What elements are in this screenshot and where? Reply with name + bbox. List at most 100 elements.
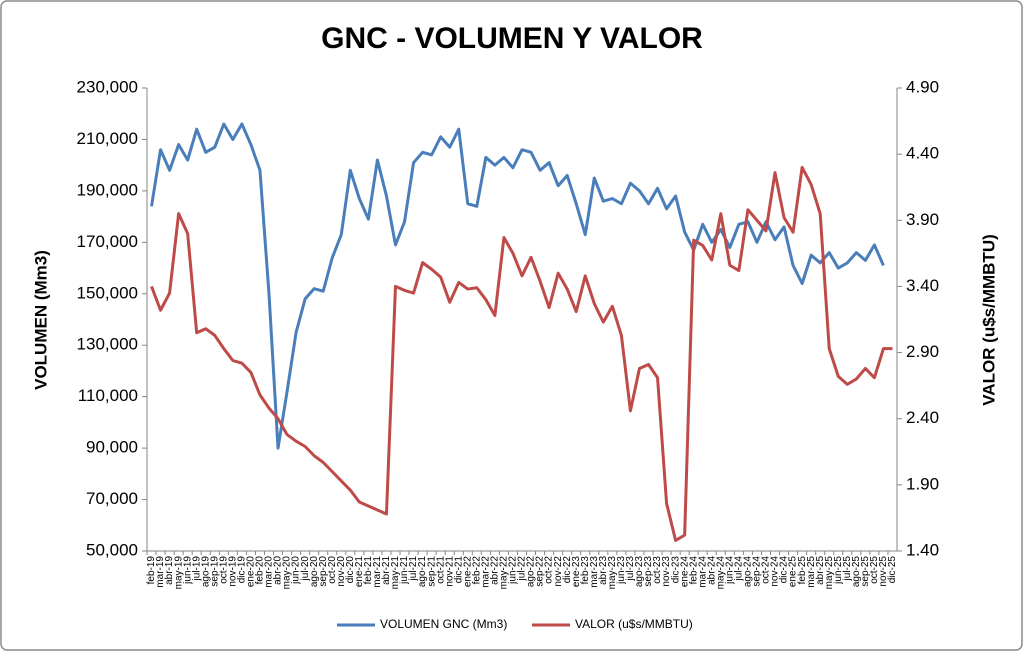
x-tick-label: ago-19 (200, 556, 211, 588)
x-tick-label: feb-25 (797, 556, 808, 585)
x-tick-label: oct-23 (652, 556, 663, 584)
y2-tick-label: 3.90 (906, 210, 939, 229)
x-tick-label: dic-19 (237, 556, 248, 584)
x-tick-label: jun-24 (724, 556, 735, 585)
x-tick-label: nov-22 (553, 556, 564, 587)
x-tick-label: jul-22 (517, 556, 528, 582)
x-tick-label: ene-21 (354, 556, 365, 588)
x-tick-label: feb-24 (688, 556, 699, 585)
x-tick-label: abr-21 (381, 556, 392, 585)
x-tick-label: may-22 (499, 556, 510, 590)
x-tick-label: may-25 (824, 556, 835, 590)
x-tick-label: nov-21 (444, 556, 455, 587)
x-tick-label: abr-25 (815, 556, 826, 585)
x-tick-label: oct-20 (327, 556, 338, 584)
x-tick-label: feb-20 (255, 556, 266, 585)
x-tick-label: jun-25 (833, 556, 844, 585)
y2-tick-label: 1.40 (906, 540, 939, 559)
x-tick-label: jun-22 (508, 556, 519, 585)
x-tick-label: nov-19 (227, 556, 238, 587)
y-axis-title: VOLUMEN (Mm3) (31, 250, 50, 390)
x-tick-label: dic-20 (345, 556, 356, 584)
x-tick-label: mar-21 (372, 556, 383, 588)
x-tick-label: dic-23 (670, 556, 681, 584)
x-tick-label: ene-25 (788, 556, 799, 588)
x-tick-label: may-21 (390, 556, 401, 590)
x-tick-label: sep-23 (643, 556, 654, 587)
x-tick-label: mar-22 (480, 556, 491, 588)
x-tick-label: may-23 (607, 556, 618, 590)
y-tick-label: 210,000 (77, 129, 138, 148)
x-tick-label: oct-19 (218, 556, 229, 584)
y-tick-label: 190,000 (77, 180, 138, 199)
x-tick-label: sep-20 (318, 556, 329, 587)
y-tick-label: 170,000 (77, 232, 138, 251)
legend-label: VALOR (u$s/MMBTU) (575, 617, 693, 631)
x-tick-label: mar-24 (697, 556, 708, 588)
chart-title: GNC - VOLUMEN Y VALOR (321, 22, 703, 55)
x-tick-label: mar-25 (806, 556, 817, 588)
y-tick-label: 70,000 (86, 489, 138, 508)
x-tick-label: jul-20 (300, 556, 311, 582)
x-tick-label: ago-24 (743, 556, 754, 588)
x-tick-label: jul-19 (191, 556, 202, 582)
x-tick-label: oct-21 (435, 556, 446, 584)
x-tick-label: ago-21 (417, 556, 428, 588)
x-tick-label: ene-24 (679, 556, 690, 588)
y-tick-label: 110,000 (78, 386, 138, 405)
x-tick-label: jul-25 (842, 556, 853, 582)
y2-tick-label: 1.90 (906, 474, 939, 493)
x-tick-label: mar-19 (155, 556, 166, 588)
x-tick-label: dic-25 (887, 556, 898, 584)
x-tick-label: sep-19 (209, 556, 220, 587)
x-tick-label: abr-19 (164, 556, 175, 585)
x-tick-label: may-19 (173, 556, 184, 590)
x-tick-label: feb-22 (471, 556, 482, 585)
series-line (150, 165, 893, 542)
y-tick-label: 130,000 (77, 335, 138, 354)
y-tick-label: 90,000 (86, 438, 138, 457)
x-tick-label: oct-24 (761, 556, 772, 584)
x-tick-label: abr-24 (706, 556, 717, 585)
x-tick-label: ago-22 (526, 556, 537, 588)
y-tick-label: 150,000 (77, 283, 138, 302)
x-tick-label: nov-25 (878, 556, 889, 587)
y2-tick-label: 2.40 (906, 408, 939, 427)
x-tick-label: mar-20 (264, 556, 275, 588)
x-tick-label: may-24 (715, 556, 726, 590)
x-tick-label: may-20 (282, 556, 293, 590)
x-tick-label: jun-23 (616, 556, 627, 585)
x-tick-label: mar-23 (589, 556, 600, 588)
x-tick-label: ago-20 (309, 556, 320, 588)
x-tick-label: sep-24 (752, 556, 763, 587)
x-tick-label: jul-24 (734, 556, 745, 582)
x-tick-label: ene-23 (571, 556, 582, 588)
y-tick-label: 230,000 (77, 77, 138, 96)
x-tick-label: sep-25 (860, 556, 871, 587)
x-tick-label: jul-21 (408, 556, 419, 582)
x-tick-label: oct-25 (869, 556, 880, 584)
y-tick-label: 50,000 (86, 540, 138, 559)
x-tick-label: jul-23 (625, 556, 636, 582)
x-tick-label: abr-20 (273, 556, 284, 585)
x-tick-label: nov-24 (770, 556, 781, 587)
x-tick-label: jun-20 (291, 556, 302, 585)
legend-label: VOLUMEN GNC (Mm3) (380, 617, 507, 631)
y2-tick-label: 3.40 (906, 276, 939, 295)
x-tick-label: dic-24 (779, 556, 790, 584)
x-tick-label: oct-22 (544, 556, 555, 584)
x-tick-label: ene-22 (462, 556, 473, 588)
x-tick-label: ene-20 (246, 556, 257, 588)
x-tick-label: ago-23 (634, 556, 645, 588)
y2-axis-title: VALOR (u$s/MMBTU) (979, 234, 998, 406)
x-tick-label: jun-21 (399, 556, 410, 585)
x-tick-label: dic-21 (453, 556, 464, 584)
y2-tick-label: 4.40 (906, 144, 939, 163)
x-tick-label: sep-21 (426, 556, 437, 587)
x-tick-label: feb-23 (580, 556, 591, 585)
x-tick-label: ago-25 (851, 556, 862, 588)
x-tick-label: nov-20 (336, 556, 347, 587)
series-line (150, 122, 885, 450)
